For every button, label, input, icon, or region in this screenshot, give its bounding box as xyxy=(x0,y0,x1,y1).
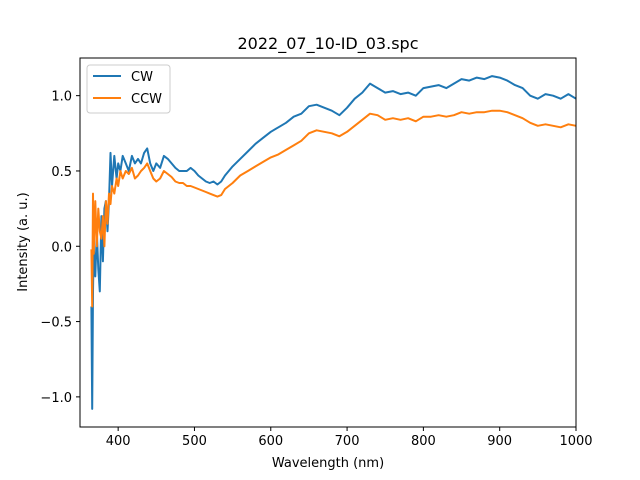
plot-lines xyxy=(90,75,577,410)
x-tick-label: 700 xyxy=(335,434,360,449)
legend-label-cw: CW xyxy=(131,70,153,85)
x-tick-label: 600 xyxy=(258,434,283,449)
chart-title: 2022_07_10-ID_03.spc xyxy=(238,34,419,54)
y-tick-label: −0.5 xyxy=(40,316,72,331)
x-axis-ticks: 400 500 600 700 800 900 1000 xyxy=(106,427,593,449)
legend: CW CCW xyxy=(86,64,171,114)
x-tick-label: 500 xyxy=(182,434,207,449)
x-tick-label: 900 xyxy=(487,434,512,449)
y-axis-ticks: −1.0 −0.5 0.0 0.5 1.0 xyxy=(40,90,80,406)
x-tick-label: 400 xyxy=(106,434,131,449)
series-line-ccw xyxy=(90,109,577,308)
series-line-cw xyxy=(90,75,577,410)
y-axis-label: Intensity (a. u.) xyxy=(16,192,31,291)
y-tick-label: −1.0 xyxy=(40,391,72,406)
y-tick-label: 0.5 xyxy=(51,165,72,180)
plot-frame xyxy=(79,57,577,428)
legend-label-ccw: CCW xyxy=(131,92,162,107)
y-tick-label: 0.0 xyxy=(51,240,72,255)
x-axis-label: Wavelength (nm) xyxy=(272,456,384,471)
y-tick-label: 1.0 xyxy=(51,90,72,105)
x-tick-label: 800 xyxy=(411,434,436,449)
x-tick-label: 1000 xyxy=(559,434,592,449)
